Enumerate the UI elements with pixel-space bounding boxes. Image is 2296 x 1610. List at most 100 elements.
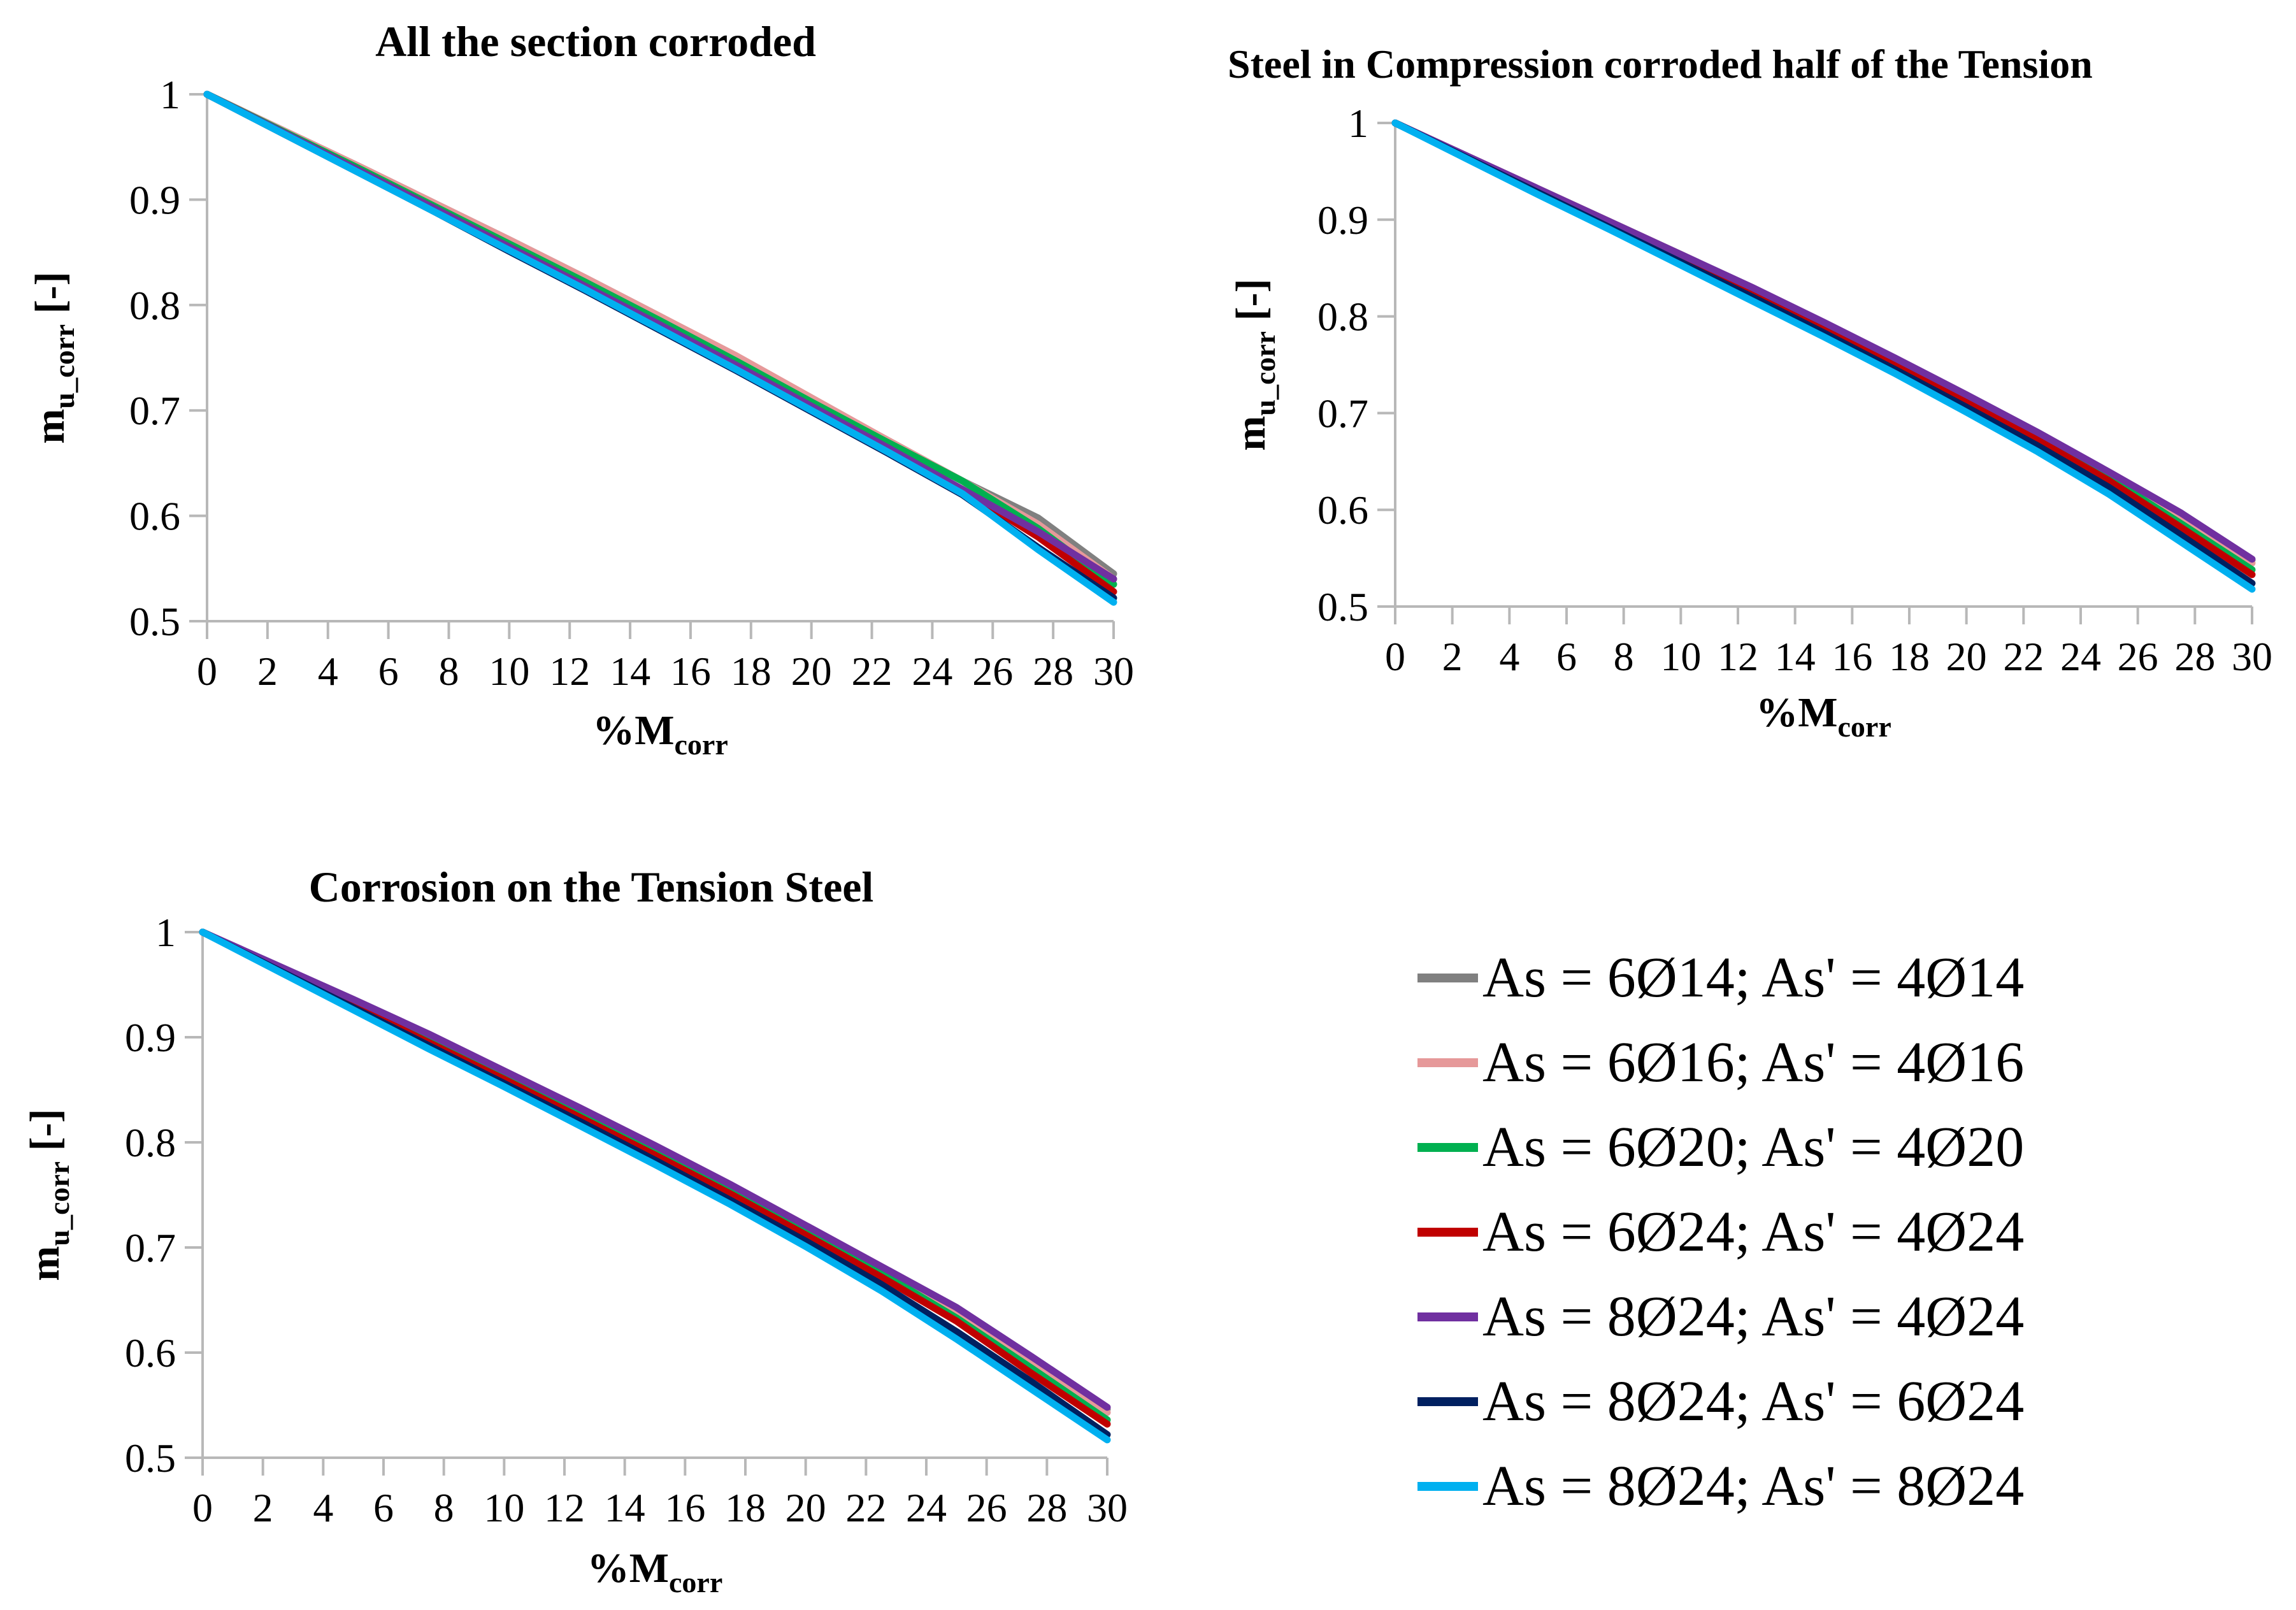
x-tick-label: 26 bbox=[972, 649, 1013, 694]
x-tick-label: 24 bbox=[906, 1485, 947, 1530]
x-tick-label: 10 bbox=[489, 649, 529, 694]
x-tick-label: 8 bbox=[438, 649, 459, 694]
x-tick-label: 8 bbox=[434, 1485, 454, 1530]
x-tick-label: 2 bbox=[1442, 634, 1463, 679]
series-line bbox=[1391, 119, 2256, 593]
x-tick-label: 16 bbox=[1832, 634, 1872, 679]
x-tick-label: 30 bbox=[1093, 649, 1134, 694]
chart-title: Steel in Compression corroded half of th… bbox=[1228, 41, 2093, 87]
x-tick-label: 0 bbox=[197, 649, 217, 694]
x-tick-label: 2 bbox=[253, 1485, 273, 1530]
x-tick-label: 30 bbox=[1087, 1485, 1128, 1530]
legend-swatch bbox=[1417, 1143, 1478, 1152]
legend-label: As = 6Ø16; As' = 4Ø16 bbox=[1482, 1031, 2025, 1094]
y-tick-label: 0.6 bbox=[129, 494, 180, 539]
series-line bbox=[203, 90, 1117, 602]
x-tick-label: 8 bbox=[1614, 634, 1634, 679]
chart-panel-1: 0.50.60.70.80.910 2 4 6 8 10 12 14 16 18 20 22 24 26 2… bbox=[27, 17, 1134, 761]
y-tick-label: 0.7 bbox=[125, 1225, 176, 1270]
y-tick-label: 1 bbox=[1348, 101, 1368, 146]
x-tick-label: 30 bbox=[2232, 634, 2272, 679]
series-line bbox=[199, 928, 1111, 1411]
y-axis-label: mu_corr [-] bbox=[1228, 278, 1281, 450]
x-axis-label: %Mcorr bbox=[587, 1545, 723, 1599]
x-axis-label: %Mcorr bbox=[1756, 689, 1891, 743]
x-tick-label: 14 bbox=[605, 1485, 645, 1530]
x-tick-label: 20 bbox=[791, 649, 832, 694]
y-tick-label: 0.6 bbox=[1317, 487, 1368, 533]
legend-label: As = 6Ø14; As' = 4Ø14 bbox=[1482, 946, 2025, 1009]
x-tick-label: 4 bbox=[313, 1485, 333, 1530]
series-line bbox=[1391, 119, 2256, 587]
y-tick-label: 0.8 bbox=[129, 283, 180, 328]
x-tick-label: 26 bbox=[966, 1485, 1007, 1530]
y-tick-label: 0.9 bbox=[129, 177, 180, 222]
y-tick-label: 0.5 bbox=[129, 599, 180, 644]
y-tick-label: 0.5 bbox=[1317, 584, 1368, 629]
y-tick-label: 0.9 bbox=[1317, 198, 1368, 243]
legend-swatch bbox=[1417, 1228, 1478, 1237]
x-tick-label: 0 bbox=[192, 1485, 213, 1530]
legend-swatch bbox=[1417, 1058, 1478, 1067]
x-tick-label: 4 bbox=[318, 649, 338, 694]
y-axis-label: mu_corr [-] bbox=[27, 271, 80, 443]
x-tick-label: 16 bbox=[664, 1485, 705, 1530]
x-tick-label: 28 bbox=[1026, 1485, 1067, 1530]
x-tick-label: 14 bbox=[610, 649, 650, 694]
x-tick-label: 20 bbox=[786, 1485, 826, 1530]
x-tick-label: 0 bbox=[1385, 634, 1405, 679]
x-tick-label: 18 bbox=[725, 1485, 766, 1530]
series-line bbox=[203, 90, 1117, 596]
y-tick-label: 0.7 bbox=[1317, 391, 1368, 436]
y-tick-label: 1 bbox=[155, 910, 176, 955]
x-tick-label: 28 bbox=[1033, 649, 1073, 694]
legend-label: As = 8Ø24; As' = 6Ø24 bbox=[1482, 1370, 2025, 1433]
legend-label: As = 6Ø20; As' = 4Ø20 bbox=[1482, 1116, 2025, 1179]
x-tick-label: 22 bbox=[852, 649, 893, 694]
legend-swatch bbox=[1417, 1312, 1478, 1321]
y-axis-label: mu_corr [-] bbox=[22, 1109, 75, 1281]
x-tick-label: 26 bbox=[2118, 634, 2158, 679]
chart-panel-2: 0.50.60.70.80.910 2 4 6 8 10 12 14 16 18 20 22 24 26 2… bbox=[1228, 41, 2272, 743]
x-tick-label: 24 bbox=[912, 649, 952, 694]
x-tick-label: 6 bbox=[373, 1485, 394, 1530]
legend-swatch bbox=[1417, 1397, 1478, 1406]
y-tick-label: 0.9 bbox=[125, 1015, 176, 1060]
legend-label: As = 6Ø24; As' = 4Ø24 bbox=[1482, 1200, 2025, 1263]
y-tick-label: 0.6 bbox=[125, 1330, 176, 1376]
x-tick-label: 10 bbox=[1660, 634, 1701, 679]
chart-title: Corrosion on the Tension Steel bbox=[309, 863, 874, 911]
x-tick-label: 24 bbox=[2060, 634, 2101, 679]
series-line bbox=[203, 90, 1117, 606]
x-axis-label: %Mcorr bbox=[592, 707, 728, 761]
y-tick-label: 0.7 bbox=[129, 388, 180, 433]
legend-swatch bbox=[1417, 1482, 1478, 1491]
chart-title: All the section corroded bbox=[375, 17, 816, 66]
x-tick-label: 12 bbox=[549, 649, 590, 694]
x-tick-label: 10 bbox=[484, 1485, 524, 1530]
x-tick-label: 22 bbox=[845, 1485, 886, 1530]
x-tick-label: 18 bbox=[1889, 634, 1930, 679]
x-tick-label: 12 bbox=[1718, 634, 1758, 679]
legend-label: As = 8Ø24; As' = 8Ø24 bbox=[1482, 1455, 2025, 1518]
x-tick-label: 20 bbox=[1946, 634, 1987, 679]
series-line bbox=[199, 928, 1111, 1439]
y-tick-label: 0.8 bbox=[125, 1120, 176, 1165]
legend-label: As = 8Ø24; As' = 4Ø24 bbox=[1482, 1285, 2025, 1348]
y-tick-label: 0.5 bbox=[125, 1435, 176, 1481]
x-tick-label: 6 bbox=[378, 649, 399, 694]
series-line bbox=[199, 928, 1111, 1444]
x-tick-label: 2 bbox=[257, 649, 278, 694]
x-tick-label: 14 bbox=[1775, 634, 1816, 679]
legend-swatch bbox=[1417, 974, 1478, 982]
y-tick-label: 1 bbox=[160, 72, 180, 117]
chart-panel-3: 0.50.60.70.80.910 2 4 6 8 10 12 14 16 18 20 22 24 26 2… bbox=[22, 863, 1128, 1599]
x-tick-label: 18 bbox=[731, 649, 771, 694]
x-tick-label: 4 bbox=[1499, 634, 1519, 679]
x-tick-label: 6 bbox=[1556, 634, 1577, 679]
x-tick-label: 28 bbox=[2174, 634, 2215, 679]
y-tick-label: 0.8 bbox=[1317, 294, 1368, 340]
x-tick-label: 16 bbox=[670, 649, 711, 694]
